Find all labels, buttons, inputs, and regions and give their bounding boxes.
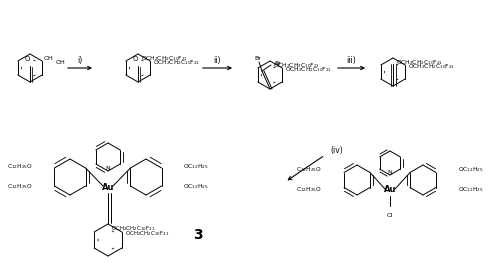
Text: $\mathregular{OCH_2CH_2C_{10}F_{21}}$: $\mathregular{OCH_2CH_2C_{10}F_{21}}$ (153, 59, 200, 68)
Text: $\mathregular{C_{12}H_{25}O}$: $\mathregular{C_{12}H_{25}O}$ (296, 185, 322, 194)
Text: Cl: Cl (387, 213, 393, 218)
Text: ii): ii) (214, 56, 221, 66)
Text: $\mathregular{OC_{12}H_{25}}$: $\mathregular{OC_{12}H_{25}}$ (458, 185, 483, 194)
Text: N: N (106, 166, 110, 170)
Text: $\mathregular{OC_{12}H_{25}}$: $\mathregular{OC_{12}H_{25}}$ (458, 166, 483, 174)
Text: Br: Br (254, 56, 262, 61)
Text: $\mathregular{C_{12}H_{25}O}$: $\mathregular{C_{12}H_{25}O}$ (8, 163, 33, 171)
Text: iii): iii) (346, 56, 356, 66)
Text: Au: Au (384, 185, 396, 194)
Text: (iv): (iv) (330, 146, 343, 154)
Text: OH: OH (56, 60, 66, 66)
Text: $\mathregular{C_{12}H_{25}O}$: $\mathregular{C_{12}H_{25}O}$ (8, 183, 33, 191)
Text: OH: OH (44, 56, 54, 60)
Text: O: O (24, 56, 29, 62)
Text: $\mathregular{OCH_2CH_2C_{10}F_{21}}$: $\mathregular{OCH_2CH_2C_{10}F_{21}}$ (396, 59, 443, 68)
Text: Au: Au (102, 183, 114, 191)
Text: i): i) (78, 56, 82, 66)
Text: $\mathregular{OCH_2CH_2C_{10}F_{21}}$: $\mathregular{OCH_2CH_2C_{10}F_{21}}$ (273, 62, 320, 70)
Text: $\mathregular{C_{12}H_{25}O}$: $\mathregular{C_{12}H_{25}O}$ (296, 166, 322, 174)
Text: $\mathregular{OCH_2CH_2C_{10}F_{21}}$: $\mathregular{OCH_2CH_2C_{10}F_{21}}$ (285, 66, 332, 75)
Text: $\mathregular{OCH_2CH_2C_{10}F_{21}}$: $\mathregular{OCH_2CH_2C_{10}F_{21}}$ (111, 225, 156, 234)
Text: N: N (388, 170, 392, 174)
Text: 3: 3 (193, 228, 203, 242)
Text: $\mathregular{OCH_2CH_2C_{10}F_{21}}$: $\mathregular{OCH_2CH_2C_{10}F_{21}}$ (125, 230, 169, 238)
Text: $\mathregular{OC_{12}H_{25}}$: $\mathregular{OC_{12}H_{25}}$ (183, 163, 208, 171)
Text: $\mathregular{OC_{12}H_{25}}$: $\mathregular{OC_{12}H_{25}}$ (183, 183, 208, 191)
Text: $\mathregular{OCH_2CH_2C_{10}F_{21}}$: $\mathregular{OCH_2CH_2C_{10}F_{21}}$ (141, 55, 188, 63)
Text: O: O (132, 56, 138, 62)
Text: Br: Br (274, 61, 281, 66)
Text: $\mathregular{OCH_2CH_2C_{10}F_{21}}$: $\mathregular{OCH_2CH_2C_{10}F_{21}}$ (408, 63, 455, 72)
